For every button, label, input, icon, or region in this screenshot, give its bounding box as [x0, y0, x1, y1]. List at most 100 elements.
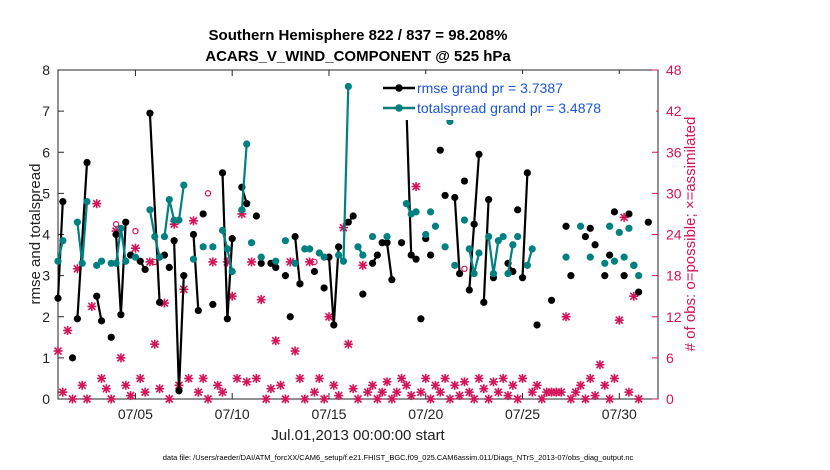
- y-axis-label: rmse and totalspread: [27, 164, 44, 305]
- rmse-point: [189, 230, 198, 239]
- obs-assimilated-marker: [634, 394, 644, 404]
- rmse-point: [310, 267, 319, 276]
- totalspread-point: [620, 253, 628, 261]
- obs-assimilated-marker: [590, 391, 600, 401]
- obs-assimilated-marker: [63, 325, 73, 335]
- rmse-point: [257, 259, 265, 267]
- obs-assimilated-marker: [232, 373, 242, 383]
- rmse-point: [344, 218, 352, 226]
- obs-assimilated-marker: [440, 373, 450, 383]
- obs-assimilated-marker: [188, 216, 198, 226]
- rmse-point: [644, 218, 652, 226]
- rmse-line: [385, 242, 393, 280]
- rmse-point: [272, 263, 280, 271]
- rmse-point: [349, 212, 357, 220]
- rmse-point: [286, 313, 294, 321]
- totalspread-point: [601, 259, 609, 267]
- obs-assimilated-marker: [455, 391, 465, 401]
- rmse-point: [107, 333, 115, 341]
- rmse-point: [165, 263, 173, 271]
- rmse-line: [76, 162, 89, 319]
- obs-assimilated-marker: [382, 377, 392, 387]
- obs-assimilated-marker: [513, 394, 523, 404]
- y-tick-label: 5: [42, 185, 50, 201]
- obs-possible-marker: [461, 265, 468, 272]
- obs-assimilated-marker: [314, 373, 324, 383]
- obs-assimilated-marker: [571, 387, 581, 397]
- totalspread-point: [625, 224, 633, 232]
- rmse-point: [562, 222, 570, 230]
- totalspread-point: [402, 200, 410, 208]
- y2-tick-label: 30: [666, 185, 682, 201]
- legend-marker-totalspread: [395, 104, 403, 112]
- obs-assimilated-marker: [247, 257, 257, 267]
- totalspread-point: [93, 261, 101, 269]
- obs-assimilated-marker: [242, 377, 252, 387]
- y2-tick-label: 24: [666, 227, 682, 243]
- rmse-point: [83, 158, 91, 167]
- obs-assimilated-marker: [518, 373, 528, 383]
- legend: rmse grand pr = 3.7387 totalspread grand…: [380, 74, 656, 120]
- obs-assimilated-marker: [140, 387, 150, 397]
- obs-assimilated-marker: [508, 380, 518, 390]
- rmse-point: [243, 200, 251, 208]
- totalspread-point: [320, 253, 328, 261]
- totalspread-point: [97, 257, 106, 265]
- totalspread-point: [635, 272, 643, 280]
- totalspread-point: [368, 232, 377, 241]
- rmse-point: [601, 272, 609, 280]
- obs-assimilated-marker: [488, 377, 498, 387]
- obs-assimilated-marker: [324, 312, 334, 322]
- obs-possible-marker: [132, 227, 139, 235]
- rmse-point: [54, 294, 62, 302]
- totalspread-point: [509, 241, 517, 249]
- obs-assimilated-marker: [126, 391, 136, 401]
- obs-assimilated-marker: [464, 387, 474, 397]
- rmse-point: [291, 232, 299, 241]
- rmse-point: [223, 315, 231, 323]
- obs-assimilated-marker: [561, 312, 571, 322]
- rmse-point: [378, 239, 386, 247]
- rmse-line: [294, 236, 301, 285]
- obs-assimilated-marker: [271, 336, 281, 346]
- legend-marker-rmse: [395, 84, 403, 92]
- y-tick-label: 1: [42, 350, 50, 366]
- totalspread-line: [240, 143, 248, 210]
- obs-assimilated-marker: [401, 380, 411, 390]
- totalspread-point: [426, 208, 435, 216]
- obs-assimilated-marker: [106, 394, 116, 404]
- obs-assimilated-marker: [295, 373, 305, 383]
- obs-assimilated-marker: [484, 394, 494, 404]
- obs-assimilated-marker: [203, 394, 213, 404]
- y2-axis-label: # of obs: o=possible; ×=assimilated: [682, 117, 699, 352]
- obs-assimilated-marker: [353, 394, 363, 404]
- obs-assimilated-marker: [213, 380, 223, 390]
- totalspread-point: [504, 269, 512, 278]
- rmse-point: [73, 315, 81, 323]
- obs-assimilated-marker: [435, 387, 445, 397]
- totalspread-point: [306, 245, 314, 253]
- series-totalspread: [54, 82, 643, 280]
- obs-assimilated-marker: [58, 387, 68, 397]
- rmse-point: [586, 224, 594, 232]
- rmse-point: [218, 169, 227, 177]
- totalspread-point: [146, 206, 154, 214]
- rmse-point: [320, 284, 328, 292]
- totalspread-point: [315, 249, 323, 257]
- obs-assimilated-marker: [459, 377, 469, 387]
- obs-assimilated-marker: [130, 243, 140, 253]
- y2-tick-label: 12: [666, 309, 682, 325]
- rmse-point: [228, 235, 236, 243]
- obs-assimilated-marker: [368, 380, 378, 390]
- totalspread-point: [339, 257, 348, 265]
- totalspread-point: [281, 237, 290, 245]
- y-tick-label: 8: [42, 62, 50, 78]
- totalspread-point: [228, 267, 236, 276]
- totalspread-point: [610, 257, 619, 265]
- totalspread-point: [223, 245, 231, 253]
- obs-assimilated-marker: [411, 182, 421, 192]
- obs-possible-marker: [204, 190, 212, 197]
- totalspread-point: [78, 259, 86, 267]
- y-tick-label: 3: [42, 268, 50, 284]
